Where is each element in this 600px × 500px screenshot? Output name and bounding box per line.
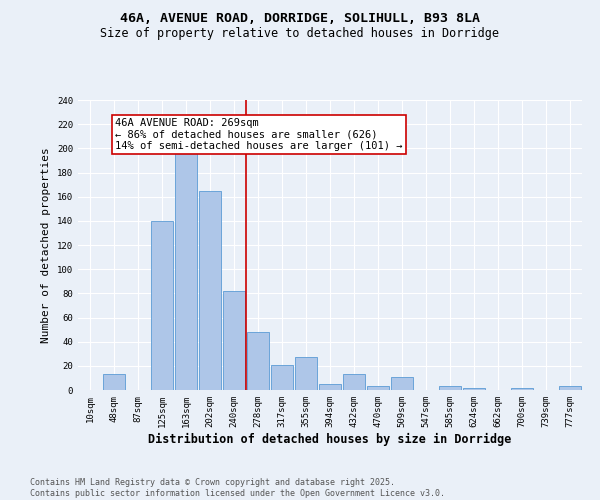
Bar bbox=[199, 190, 221, 390]
X-axis label: Distribution of detached houses by size in Dorridge: Distribution of detached houses by size … bbox=[148, 432, 512, 446]
Bar bbox=[103, 374, 125, 390]
Text: 46A AVENUE ROAD: 269sqm
← 86% of detached houses are smaller (626)
14% of semi-d: 46A AVENUE ROAD: 269sqm ← 86% of detache… bbox=[115, 118, 403, 152]
Bar bbox=[463, 388, 485, 390]
Bar bbox=[151, 221, 173, 390]
Text: Contains HM Land Registry data © Crown copyright and database right 2025.
Contai: Contains HM Land Registry data © Crown c… bbox=[30, 478, 445, 498]
Bar bbox=[295, 358, 317, 390]
Bar bbox=[439, 386, 461, 390]
Text: 46A, AVENUE ROAD, DORRIDGE, SOLIHULL, B93 8LA: 46A, AVENUE ROAD, DORRIDGE, SOLIHULL, B9… bbox=[120, 12, 480, 26]
Bar bbox=[367, 386, 389, 390]
Bar bbox=[559, 386, 581, 390]
Bar bbox=[175, 151, 197, 390]
Y-axis label: Number of detached properties: Number of detached properties bbox=[41, 147, 52, 343]
Bar bbox=[247, 332, 269, 390]
Bar bbox=[343, 374, 365, 390]
Bar bbox=[271, 364, 293, 390]
Bar bbox=[511, 388, 533, 390]
Bar bbox=[223, 291, 245, 390]
Bar bbox=[319, 384, 341, 390]
Bar bbox=[391, 376, 413, 390]
Text: Size of property relative to detached houses in Dorridge: Size of property relative to detached ho… bbox=[101, 28, 499, 40]
